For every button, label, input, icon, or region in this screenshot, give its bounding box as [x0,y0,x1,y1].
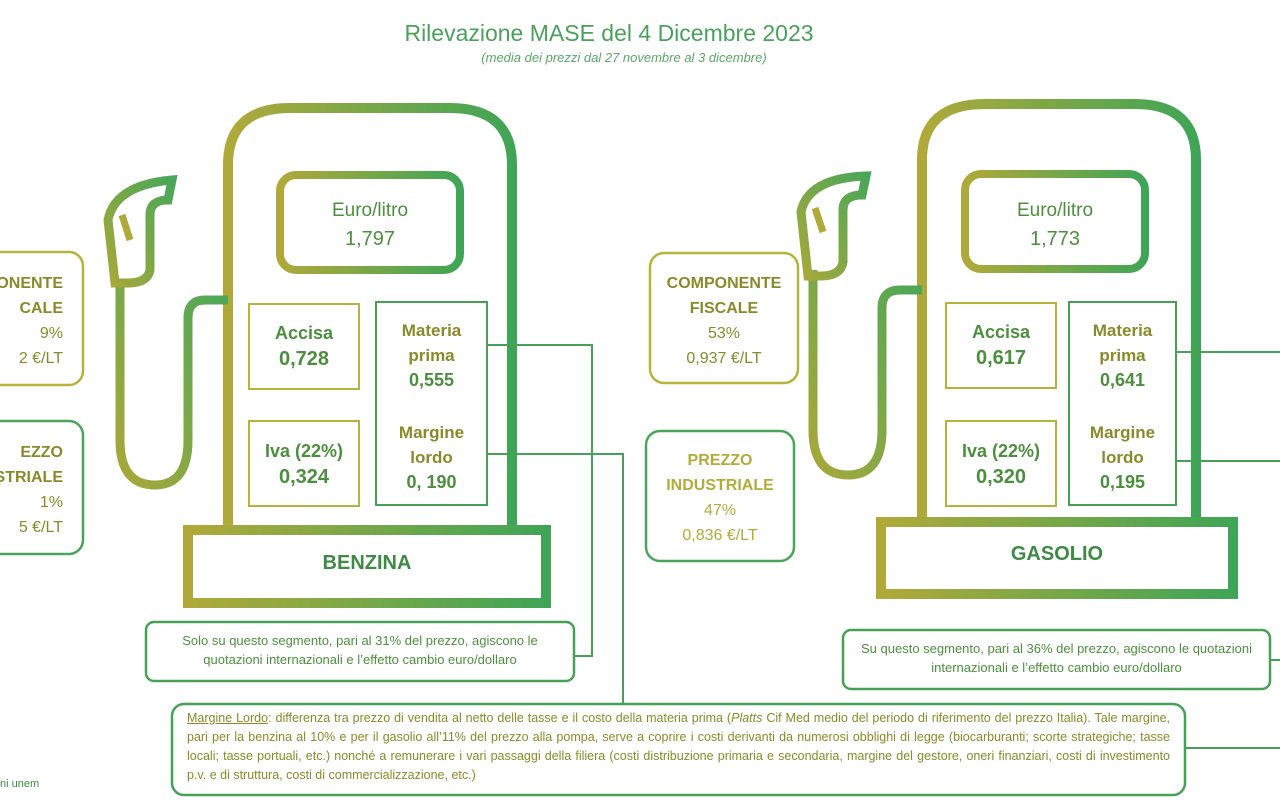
benzina-materia-prima: Materia prima 0,555 [376,318,487,393]
gasolio-fiscale-line4: 0,937 €/LT [686,350,762,367]
benzina-segment-note: Solo su questo segmento, pari al 31% del… [182,633,538,667]
benzina-materia-value: 0,555 [408,370,455,390]
benzina-iva-value: 0,324 [278,466,330,488]
gasolio-accisa: Accisa 0,617 [946,322,1056,370]
page-title: Rilevazione MASE del 4 Dicembre 2023 [404,20,814,46]
benzina-accisa-label: Accisa [274,323,334,343]
benzina-accisa-value: 0,728 [278,348,330,370]
benzina-prezzo-industriale: EZZO STRIALE 1% 5 €/LT [0,440,83,540]
benzina-iva: Iva (22%) 0,324 [249,441,359,489]
benzina-materia-label-1: Materia [401,321,462,340]
benzina-margine-value: 0, 190 [406,472,457,492]
gasolio-display-frame [961,170,1149,273]
gasolio-margine-lordo: Margine lordo 0,195 [1069,420,1176,495]
benzina-accisa: Accisa 0,728 [249,323,359,371]
benzina-margine-label-2: lordo [410,448,453,467]
benzina-display: Euro/litro 1,797 [284,200,456,251]
gasolio-fiscale-line1: COMPONENTE [666,275,782,292]
gasolio-accisa-value: 0,617 [975,347,1027,369]
gasolio-industriale-line3: 47% [703,502,737,519]
gasolio-display-label: Euro/litro [1016,200,1094,221]
benzina-fiscale-line4: 2 €/LT [18,350,63,367]
benzina-industriale-line1: EZZO [20,444,63,461]
margine-lordo-term: Margine Lordo [187,711,269,725]
gasolio-fiscale-line2: FISCALE [689,300,759,317]
page-subtitle: (media dei prezzi dal 27 novembre al 3 d… [481,50,767,65]
margine-lordo-text-a: : differenza tra prezzo di vendita al ne… [268,711,732,725]
gasolio-materia-value: 0,641 [1099,370,1146,390]
gasolio-industriale-line1: PREZZO [687,452,753,469]
gasolio-margine-label-2: lordo [1101,448,1144,467]
gasolio-margine-label-1: Margine [1089,423,1156,442]
benzina-display-frame [276,171,464,274]
gasolio-pump-outline [796,99,1238,599]
benzina-pump-outline [103,103,551,608]
gasolio-componente-fiscale: COMPONENTE FISCALE 53% 0,937 €/LT [650,271,798,371]
gasolio-segment-note: Su questo segmento, pari al 36% del prez… [861,641,1252,675]
benzina-display-value: 1,797 [344,228,396,250]
benzina-industriale-line3: 1% [39,494,63,511]
benzina-industriale-line4: 5 €/LT [18,519,63,536]
gasolio-display: Euro/litro 1,773 [969,200,1141,251]
gasolio-prezzo-industriale: PREZZO INDUSTRIALE 47% 0,836 €/LT [646,448,794,548]
benzina-componente-fiscale: PONENTE CALE 9% 2 €/LT [0,271,83,371]
gasolio-display-value: 1,773 [1029,228,1081,250]
gasolio-industriale-line2: INDUSTRIALE [666,477,774,494]
gasolio-label: GASOLIO [1010,543,1104,565]
source-fragment: ni unem [0,778,40,790]
gasolio-materia-prima: Materia prima 0,641 [1069,318,1176,393]
margine-lordo-text-b: Cif Med medio del periodo di riferimento… [187,711,1171,782]
gasolio-industriale-line4: 0,836 €/LT [682,527,758,544]
gasolio-iva-value: 0,320 [975,466,1027,488]
benzina-margine-label-1: Margine [398,423,465,442]
benzina-iva-label: Iva (22%) [264,441,344,461]
benzina-fiscale-line1: PONENTE [0,275,63,292]
margine-lordo-note: Margine Lordo: differenza tra prezzo di … [187,709,1170,785]
gasolio-margine-value: 0,195 [1099,472,1146,492]
benzina-fiscale-line2: CALE [19,300,63,317]
benzina-label: BENZINA [322,552,412,574]
gasolio-iva: Iva (22%) 0,320 [946,441,1056,489]
benzina-industriale-line2: STRIALE [0,469,63,486]
benzina-display-label: Euro/litro [331,200,409,221]
gasolio-iva-label: Iva (22%) [961,441,1041,461]
gasolio-fiscale-line3: 53% [707,325,741,342]
platts-term: Platts [731,711,763,725]
gasolio-materia-label-2: prima [1099,346,1146,365]
benzina-materia-label-2: prima [408,346,455,365]
benzina-fiscale-line3: 9% [39,325,63,342]
gasolio-accisa-label: Accisa [971,322,1031,342]
benzina-margine-lordo: Margine lordo 0, 190 [376,420,487,495]
gasolio-materia-label-1: Materia [1092,321,1153,340]
